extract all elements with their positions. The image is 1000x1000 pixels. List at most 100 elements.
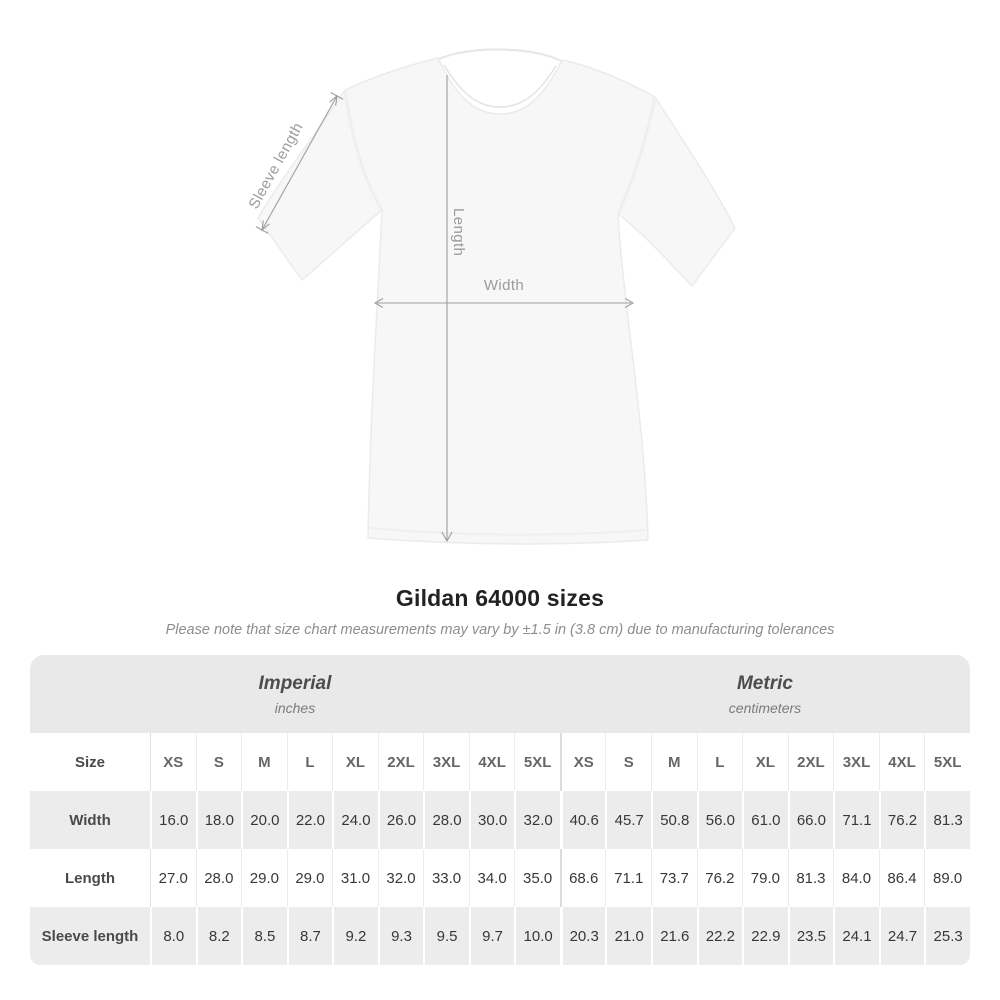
size-value-cell: 81.3 — [924, 791, 970, 849]
tshirt-image: Sleeve length Length Width — [245, 48, 736, 545]
size-value-cell: 71.1 — [605, 849, 651, 907]
size-value-cell: 56.0 — [696, 791, 743, 849]
size-col-header: 2XL — [787, 733, 834, 791]
size-value-cell: 28.0 — [423, 791, 469, 849]
measurement-annotations — [255, 75, 635, 543]
width-left-arrowhead-icon — [373, 298, 384, 308]
size-col-header: M — [651, 733, 697, 791]
size-col-header: L — [696, 733, 743, 791]
size-value-cell: 31.0 — [332, 849, 378, 907]
length-label: Length — [450, 208, 467, 256]
imperial-group-header: Imperial inches — [30, 655, 560, 733]
size-col-header: 3XL — [423, 733, 469, 791]
size-value-cell: 79.0 — [742, 849, 788, 907]
size-header-row: Size XS S M L XL 2XL 3XL 4XL 5XL XS S M … — [30, 733, 970, 791]
tshirt-collar-seam — [443, 64, 557, 108]
size-col-header: 4XL — [878, 733, 925, 791]
size-value-cell: 27.0 — [150, 849, 196, 907]
size-value-cell: 34.0 — [468, 849, 515, 907]
metric-group-header: Metric centimeters — [559, 655, 970, 733]
size-chart-table-container: Imperial inches Metric centimeters Size … — [30, 655, 970, 965]
size-value-cell: 22.2 — [696, 907, 743, 965]
size-col-header: S — [605, 733, 651, 791]
size-value-cell: 25.3 — [924, 907, 970, 965]
size-value-cell: 68.6 — [559, 849, 606, 907]
size-col-header: XL — [332, 733, 378, 791]
size-value-cell: 50.8 — [651, 791, 697, 849]
table-row-width: Width 16.0 18.0 20.0 22.0 24.0 26.0 28.0… — [30, 791, 970, 849]
width-right-arrowhead-icon — [624, 298, 635, 308]
tolerance-note: Please note that size chart measurements… — [165, 622, 835, 638]
tshirt-back-collar — [438, 48, 562, 62]
size-value-cell: 81.3 — [787, 849, 834, 907]
table-row-length: Length 27.0 28.0 29.0 29.0 31.0 32.0 33.… — [30, 849, 970, 907]
size-value-cell: 32.0 — [514, 791, 560, 849]
size-value-cell: 20.3 — [559, 907, 606, 965]
size-value-cell: 26.0 — [377, 791, 424, 849]
size-value-cell: 8.0 — [150, 907, 196, 965]
size-value-cell: 89.0 — [924, 849, 970, 907]
size-col-header: 3XL — [833, 733, 879, 791]
row-label: Width — [30, 791, 150, 849]
size-value-cell: 21.6 — [651, 907, 697, 965]
length-arrowhead-icon — [441, 531, 453, 543]
size-value-cell: 33.0 — [423, 849, 469, 907]
size-col-header: M — [241, 733, 287, 791]
size-value-cell: 29.0 — [286, 849, 333, 907]
size-col-header: XL — [742, 733, 788, 791]
size-value-cell: 10.0 — [514, 907, 560, 965]
size-col-header: XS — [559, 733, 606, 791]
size-value-cell: 35.0 — [514, 849, 560, 907]
sleeve-bottom-arrowhead-icon — [261, 220, 270, 232]
tshirt-measurement-diagram: Sleeve length Length Width — [230, 18, 750, 566]
tshirt-hem-seam — [369, 527, 647, 536]
tshirt-left-armhole-crease — [343, 89, 384, 211]
imperial-label: Imperial — [258, 672, 332, 694]
metric-label: Metric — [736, 672, 793, 694]
size-value-cell: 22.0 — [286, 791, 333, 849]
size-chart-table: Imperial inches Metric centimeters Size … — [30, 655, 970, 965]
size-value-cell: 9.2 — [332, 907, 378, 965]
size-value-cell: 45.7 — [605, 791, 652, 849]
size-col-header: 4XL — [468, 733, 515, 791]
size-value-cell: 8.7 — [286, 907, 333, 965]
table-row-sleeve-length: Sleeve length 8.0 8.2 8.5 8.7 9.2 9.3 9.… — [30, 907, 970, 965]
size-value-cell: 76.2 — [878, 791, 925, 849]
size-value-cell: 71.1 — [833, 791, 879, 849]
size-value-cell: 28.0 — [195, 849, 242, 907]
size-value-cell: 61.0 — [742, 791, 788, 849]
size-col-header: L — [286, 733, 333, 791]
tshirt-right-armhole-crease — [616, 96, 657, 215]
unit-group-row: Imperial inches Metric centimeters — [30, 655, 970, 733]
imperial-sublabel: inches — [274, 699, 316, 716]
size-value-cell: 18.0 — [195, 791, 242, 849]
size-value-cell: 76.2 — [696, 849, 743, 907]
tshirt-body — [257, 57, 736, 545]
size-value-cell: 24.1 — [833, 907, 879, 965]
size-col-header: S — [195, 733, 242, 791]
size-value-cell: 86.4 — [878, 849, 925, 907]
size-value-cell: 30.0 — [468, 791, 515, 849]
size-row-label: Size — [74, 753, 105, 771]
size-value-cell: 9.5 — [423, 907, 469, 965]
size-value-cell: 24.0 — [332, 791, 378, 849]
size-value-cell: 8.5 — [241, 907, 287, 965]
page-title: Gildan 64000 sizes — [395, 585, 605, 611]
size-col-header: 2XL — [377, 733, 424, 791]
size-col-header: 5XL — [514, 733, 560, 791]
size-value-cell: 29.0 — [241, 849, 287, 907]
size-value-cell: 23.5 — [787, 907, 834, 965]
sleeve-dimension-line — [261, 95, 338, 231]
size-col-header: XS — [150, 733, 196, 791]
size-value-cell: 16.0 — [150, 791, 196, 849]
size-value-cell: 66.0 — [787, 791, 834, 849]
size-value-cell: 9.7 — [468, 907, 515, 965]
metric-sublabel: centimeters — [728, 699, 802, 716]
size-value-cell: 21.0 — [605, 907, 652, 965]
size-value-cell: 9.3 — [377, 907, 424, 965]
size-value-cell: 22.9 — [742, 907, 788, 965]
row-label: Sleeve length — [30, 907, 150, 965]
size-value-cell: 24.7 — [878, 907, 925, 965]
width-label: Width — [484, 277, 524, 294]
